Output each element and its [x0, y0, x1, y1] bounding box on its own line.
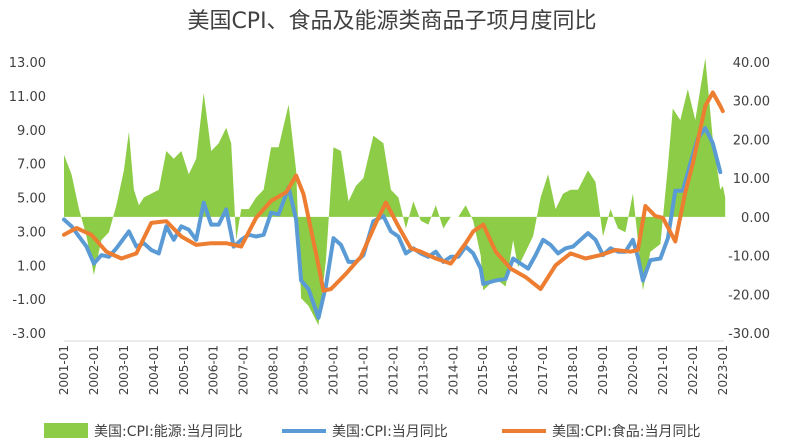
x-tick-label: 2007-01 — [237, 345, 251, 395]
left-tick-label: 9.00 — [17, 124, 46, 139]
x-tick-label: 2019-01 — [596, 345, 610, 395]
right-y-axis: -30.00 -20.00 -10.00 0.00 10.00 20.00 30.00 40.… — [728, 56, 770, 342]
cpi-lines-layer — [62, 90, 725, 320]
x-tick-label: 2023-01 — [716, 345, 730, 395]
x-tick-label: 2016-01 — [506, 345, 520, 395]
left-tick-label: 5.00 — [17, 192, 46, 207]
right-tick-label: 10.00 — [733, 172, 770, 187]
left-y-axis: -3.00 -1.00 1.00 3.00 5.00 7.00 9.00 11.00 13.00 — [9, 56, 46, 342]
x-tick-label: 2021-01 — [656, 345, 670, 395]
series-energy-area — [64, 58, 726, 326]
series-food-line — [62, 90, 725, 293]
right-tick-label: -30.00 — [728, 327, 770, 342]
chart-title: 美国CPI、食品及能源类商品子项月度同比 — [187, 9, 596, 34]
legend: 美国:CPI:能源:当月同比 美国:CPI:当月同比 美国:CPI:食品:当月同比 — [44, 423, 701, 440]
legend-label: 美国:CPI:能源:当月同比 — [94, 424, 243, 440]
left-tick-label: 1.00 — [17, 259, 46, 274]
x-tick-label: 2014-01 — [446, 345, 460, 395]
x-tick-label: 2005-01 — [177, 345, 191, 395]
legend-label: 美国:CPI:食品:当月同比 — [552, 423, 701, 440]
x-tick-label: 2008-01 — [267, 345, 281, 395]
x-axis: 2001-01 2002-01 2003-01 2004-01 2005-01 2006-… — [57, 340, 730, 395]
right-tick-label: -20.00 — [728, 288, 770, 303]
left-tick-label: -1.00 — [12, 293, 46, 308]
legend-item: 美国:CPI:能源:当月同比 — [44, 423, 243, 440]
x-tick-label: 2018-01 — [566, 345, 580, 395]
legend-item: 美国:CPI:当月同比 — [282, 424, 448, 440]
right-tick-label: 30.00 — [733, 95, 770, 110]
left-tick-label: 11.00 — [9, 90, 46, 105]
x-tick-label: 2009-01 — [297, 345, 311, 395]
right-tick-label: 20.00 — [733, 133, 770, 148]
x-tick-label: 2022-01 — [686, 345, 700, 395]
x-tick-label: 2012-01 — [386, 345, 400, 395]
energy-area-layer — [64, 58, 726, 326]
x-tick-label: 2003-01 — [117, 345, 131, 395]
right-tick-label: 0.00 — [741, 211, 770, 226]
x-tick-label: 2004-01 — [147, 345, 161, 395]
right-tick-label: 40.00 — [733, 56, 770, 71]
x-tick-label: 2001-01 — [57, 345, 71, 395]
x-tick-label: 2002-01 — [87, 345, 101, 395]
right-tick-label: -10.00 — [728, 250, 770, 265]
x-tick-label: 2020-01 — [626, 345, 640, 395]
x-tick-label: 2015-01 — [476, 345, 490, 395]
left-tick-label: 13.00 — [9, 56, 46, 71]
x-tick-label: 2010-01 — [327, 345, 341, 395]
x-tick-label: 2013-01 — [416, 345, 430, 395]
x-tick-label: 2017-01 — [536, 345, 550, 395]
x-tick-label: 2011-01 — [356, 345, 370, 395]
legend-label: 美国:CPI:当月同比 — [332, 424, 448, 440]
x-tick-label: 2006-01 — [207, 345, 221, 395]
legend-swatch — [44, 423, 88, 438]
left-tick-label: 7.00 — [17, 158, 46, 173]
legend-item: 美国:CPI:食品:当月同比 — [502, 423, 701, 440]
left-tick-label: 3.00 — [17, 225, 46, 240]
left-tick-label: -3.00 — [12, 327, 46, 342]
